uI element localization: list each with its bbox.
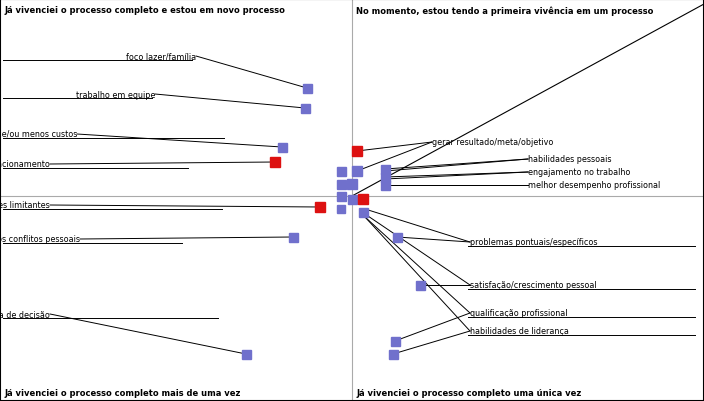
Text: gerar resultado/meta/objetivo: gerar resultado/meta/objetivo [432, 138, 553, 147]
Text: criatividade/tomada de decisão: criatividade/tomada de decisão [0, 310, 50, 319]
Bar [358, 194, 368, 205]
Text: Já vivenciei o processo completo mais de uma vez: Já vivenciei o processo completo mais de… [4, 388, 240, 397]
Text: Já vivenciei o processo completo uma única vez: Já vivenciei o processo completo uma úni… [356, 388, 582, 397]
Text: qualificação profissional: qualificação profissional [470, 309, 567, 318]
Text: trabalho em equipe: trabalho em equipe [75, 90, 155, 99]
Bar [337, 192, 346, 201]
Text: menos conflitos pessoais: menos conflitos pessoais [0, 235, 80, 244]
Text: crenças e atitudes limitantes: crenças e atitudes limitantes [0, 201, 50, 210]
Bar [277, 143, 287, 152]
Bar [289, 233, 298, 242]
Bar [337, 205, 346, 214]
Bar [348, 195, 356, 204]
Text: satisfação/crescimento pessoal: satisfação/crescimento pessoal [470, 281, 596, 290]
Text: problemas pontuais/específicos: problemas pontuais/específicos [470, 238, 598, 247]
Bar [358, 208, 367, 217]
Bar [352, 146, 362, 157]
Text: habilidades pessoais: habilidades pessoais [528, 155, 612, 164]
Text: Já vivenciei o processo completo e estou em novo processo: Já vivenciei o processo completo e estou… [4, 6, 285, 15]
Text: engajamento no trabalho: engajamento no trabalho [528, 168, 630, 177]
Bar [380, 165, 389, 174]
Bar [415, 281, 425, 290]
Bar [301, 104, 310, 113]
Bar [337, 180, 346, 189]
Bar [315, 203, 325, 213]
Text: foco lazer/família: foco lazer/família [126, 53, 196, 61]
Bar [393, 233, 401, 242]
Bar [303, 84, 311, 93]
Bar [241, 350, 251, 358]
Text: habilidades de liderança: habilidades de liderança [470, 327, 569, 336]
Bar [391, 337, 399, 346]
Bar [352, 167, 362, 176]
Bar [347, 180, 357, 189]
Text: melhor desempenho profissional: melhor desempenho profissional [528, 181, 660, 190]
Bar [380, 173, 389, 182]
Text: No momento, estou tendo a primeira vivência em um processo: No momento, estou tendo a primeira vivên… [356, 6, 653, 16]
Text: comunicação/relacionamento: comunicação/relacionamento [0, 160, 50, 169]
Bar [389, 350, 398, 358]
Text: mais ganhos e/ou menos custos: mais ganhos e/ou menos custos [0, 130, 77, 139]
Bar [337, 167, 346, 176]
Bar [380, 181, 389, 190]
Bar [270, 158, 280, 168]
